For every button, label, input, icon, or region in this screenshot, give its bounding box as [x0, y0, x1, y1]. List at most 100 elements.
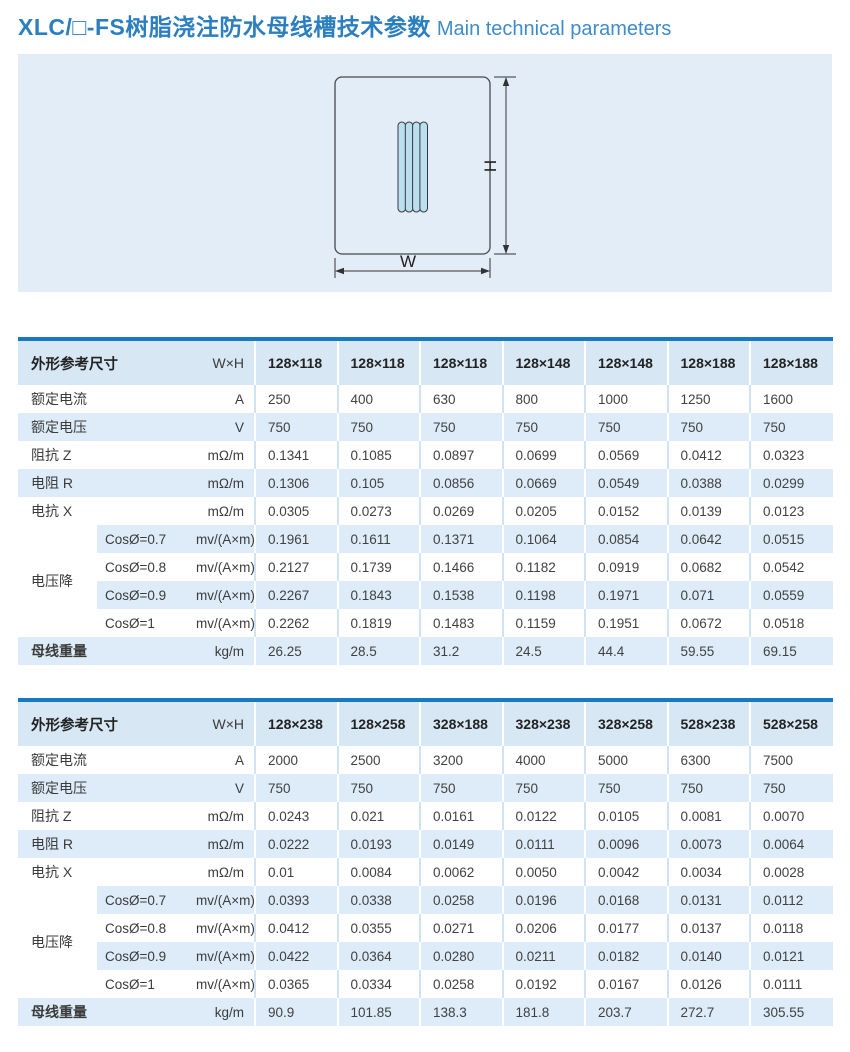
param-value: 28.5 — [336, 637, 420, 665]
param-value: 0.1159 — [501, 609, 585, 637]
sub-label: CosØ=0.9 — [95, 581, 196, 609]
width-dimension — [334, 258, 491, 278]
param-value: 0.0118 — [749, 914, 833, 942]
param-value: 0.0064 — [749, 830, 833, 858]
param-value: 26.25 — [254, 637, 338, 665]
group-label: 电压降 — [18, 886, 96, 998]
param-value: 0.0323 — [749, 441, 833, 469]
table-row: CosØ=0.9 mv/(A×m) 0.0422 0.0364 0.0280 0.0211… — [18, 942, 833, 970]
param-value: 750 — [666, 413, 750, 441]
param-label: 额定电压 — [31, 780, 87, 796]
param-unit: mΩ/m — [207, 836, 244, 852]
param-value: 0.0182 — [584, 942, 668, 970]
param-value: 0.0299 — [749, 469, 833, 497]
param-value: 750 — [254, 774, 338, 802]
param-unit: mv/(A×m) — [196, 587, 255, 603]
param-value: 250 — [254, 385, 338, 413]
param-value: 0.1843 — [336, 581, 420, 609]
size-header-label: 外形参考尺寸 — [31, 356, 118, 373]
param-value: 0.1971 — [584, 581, 668, 609]
param-value: 0.2267 — [254, 581, 338, 609]
param-unit: mΩ/m — [207, 808, 244, 824]
enclosure-outline — [334, 76, 491, 255]
param-value: 31.2 — [419, 637, 503, 665]
sub-label: CosØ=1 — [105, 976, 155, 992]
param-value: 44.4 — [584, 637, 668, 665]
conductor-bars — [397, 121, 428, 213]
size-header-unit: W×H — [212, 355, 245, 371]
param-value: 0.1819 — [336, 609, 420, 637]
param-value: 0.1341 — [254, 441, 338, 469]
param-value: 750 — [254, 413, 338, 441]
param-value: 101.85 — [336, 998, 420, 1026]
size-column-header: 328×188 — [419, 700, 503, 746]
size-column-header: 128×148 — [501, 339, 585, 385]
param-value: 0.0084 — [336, 858, 420, 886]
param-value: 750 — [749, 774, 833, 802]
param-value: 0.0028 — [749, 858, 833, 886]
sub-label: CosØ=1 — [105, 615, 155, 631]
param-value: 0.0105 — [584, 802, 668, 830]
param-value: 0.0412 — [666, 441, 750, 469]
height-arrow-top — [502, 77, 510, 86]
param-value: 750 — [584, 413, 668, 441]
width-arrow-right — [481, 267, 490, 275]
param-unit: mv/(A×m) — [196, 892, 255, 908]
param-value: 0.0211 — [501, 942, 585, 970]
param-value: 750 — [419, 413, 503, 441]
size-column-header: 128×118 — [336, 339, 420, 385]
param-value: 0.0167 — [584, 970, 668, 998]
param-value: 0.0412 — [254, 914, 338, 942]
param-unit: mv/(A×m) — [196, 531, 255, 547]
param-value: 0.1306 — [254, 469, 338, 497]
param-value: 1000 — [584, 385, 668, 413]
parameter-tables: 外形参考尺寸 W×H 128×118 128×118 128×118 128×148 128… — [18, 337, 833, 1026]
param-value: 0.0062 — [419, 858, 503, 886]
table-header-row: 外形参考尺寸 W×H 128×118 128×118 128×118 128×148 128… — [18, 339, 833, 385]
sub-label: CosØ=0.8 — [105, 559, 167, 575]
sub-label: CosØ=0.7 — [95, 886, 196, 914]
param-value: 0.0034 — [666, 858, 750, 886]
param-value: 0.0305 — [254, 497, 338, 525]
sub-label: CosØ=0.9 — [95, 942, 196, 970]
width-arrow-left — [335, 267, 344, 275]
param-value: 0.0642 — [666, 525, 750, 553]
param-value: 0.1951 — [584, 609, 668, 637]
param-value: 0.1064 — [501, 525, 585, 553]
param-value: 0.0177 — [584, 914, 668, 942]
param-value: 59.55 — [666, 637, 750, 665]
param-unit: mv/(A×m) — [196, 559, 255, 575]
param-value: 750 — [501, 774, 585, 802]
param-value: 0.0897 — [419, 441, 503, 469]
parameters-table-1: 外形参考尺寸 W×H 128×118 128×118 128×118 128×148 128… — [18, 337, 833, 665]
param-value: 0.1961 — [254, 525, 338, 553]
param-value: 0.0042 — [584, 858, 668, 886]
param-value: 1250 — [666, 385, 750, 413]
param-value: 6300 — [666, 746, 750, 774]
size-column-header: 128×238 — [254, 700, 338, 746]
param-unit: kg/m — [214, 1004, 244, 1020]
param-value: 0.105 — [336, 469, 420, 497]
param-value: 0.0682 — [666, 553, 750, 581]
param-label: 电抗 X — [31, 503, 73, 519]
param-value: 0.0919 — [584, 553, 668, 581]
param-value: 0.0355 — [336, 914, 420, 942]
table-row: 额定电压 V 750 750 750 750 750 750 750 — [18, 774, 833, 802]
table-row: CosØ=1 mv/(A×m) 0.0365 0.0334 0.0258 0.0192 0.… — [18, 970, 833, 998]
param-unit: mΩ/m — [207, 864, 244, 880]
param-value: 0.0672 — [666, 609, 750, 637]
table-row: 额定电压 V 750 750 750 750 750 750 750 — [18, 413, 833, 441]
param-value: 0.021 — [336, 802, 420, 830]
param-value: 0.0364 — [336, 942, 420, 970]
param-value: 0.0112 — [749, 886, 833, 914]
param-value: 0.0196 — [501, 886, 585, 914]
param-unit: A — [234, 391, 244, 407]
table-row: 电压降 CosØ=0.7 mv/(A×m) 0.0393 0.0338 0.0258 0.0… — [18, 886, 833, 998]
param-unit: V — [234, 419, 244, 435]
param-value: 0.0271 — [419, 914, 503, 942]
param-value: 0.0122 — [501, 802, 585, 830]
